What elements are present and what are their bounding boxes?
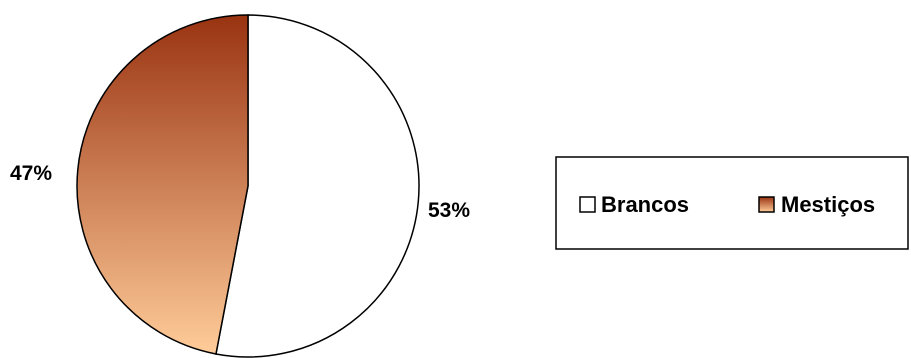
legend: Brancos Mestiços — [555, 156, 909, 250]
legend-label-brancos: Brancos — [601, 192, 689, 217]
legend-box — [555, 156, 909, 250]
pie-slice-brancos — [215, 14, 420, 358]
legend-swatch-brancos — [579, 196, 596, 213]
pie-slices — [76, 14, 420, 358]
legend-label-mesticos: Mestiços — [781, 192, 875, 217]
pie-slice-mesticos — [76, 14, 249, 355]
slice-label-brancos: 53% — [428, 199, 470, 222]
slice-label-mesticos: 47% — [10, 162, 52, 185]
legend-swatch-mesticos — [758, 196, 775, 213]
